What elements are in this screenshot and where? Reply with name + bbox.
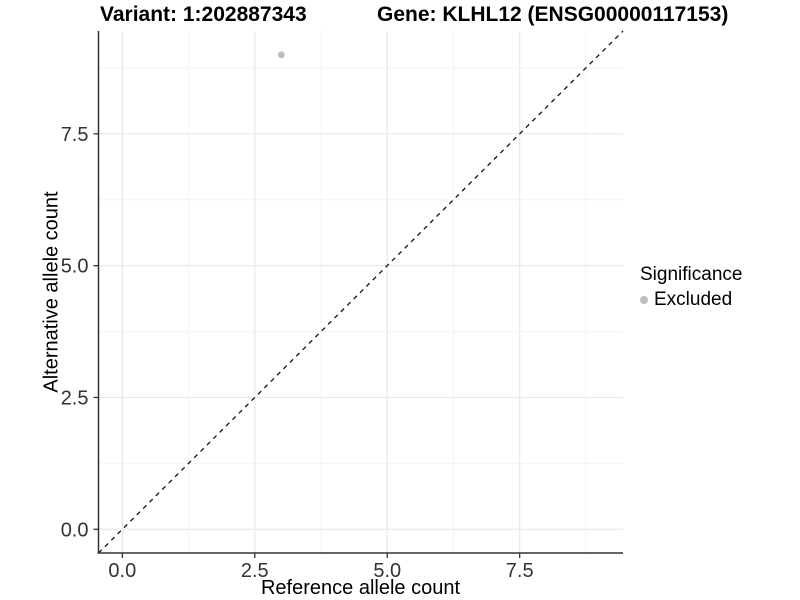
- plot-title-gene: Gene: KLHL12 (ENSG00000117153): [377, 3, 729, 26]
- x-axis-title: Reference allele count: [260, 577, 460, 599]
- y-tick-label: 5.0: [61, 256, 89, 278]
- legend-title: Significance: [640, 264, 743, 285]
- legend-significance: Significance Excluded: [640, 264, 742, 311]
- legend-item-label: Excluded: [654, 289, 733, 310]
- data-point-excluded: [277, 51, 285, 59]
- x-tick-label: 2.5: [241, 560, 269, 582]
- y-tick-label: 2.5: [61, 387, 89, 409]
- legend-item-excluded: Excluded: [640, 289, 742, 311]
- identity-reference-line: [98, 30, 624, 554]
- y-tick-label: 7.5: [61, 124, 89, 146]
- x-tick-label: 5.0: [373, 560, 401, 582]
- x-tick-label: 7.5: [506, 560, 534, 582]
- plot-title-variant: Variant: 1:202887343: [100, 3, 307, 26]
- y-axis-title: Alternative allele count: [40, 191, 63, 393]
- legend-point-icon: [640, 296, 648, 304]
- y-tick-label: 0.0: [61, 519, 89, 541]
- x-tick-label: 0.0: [108, 560, 136, 582]
